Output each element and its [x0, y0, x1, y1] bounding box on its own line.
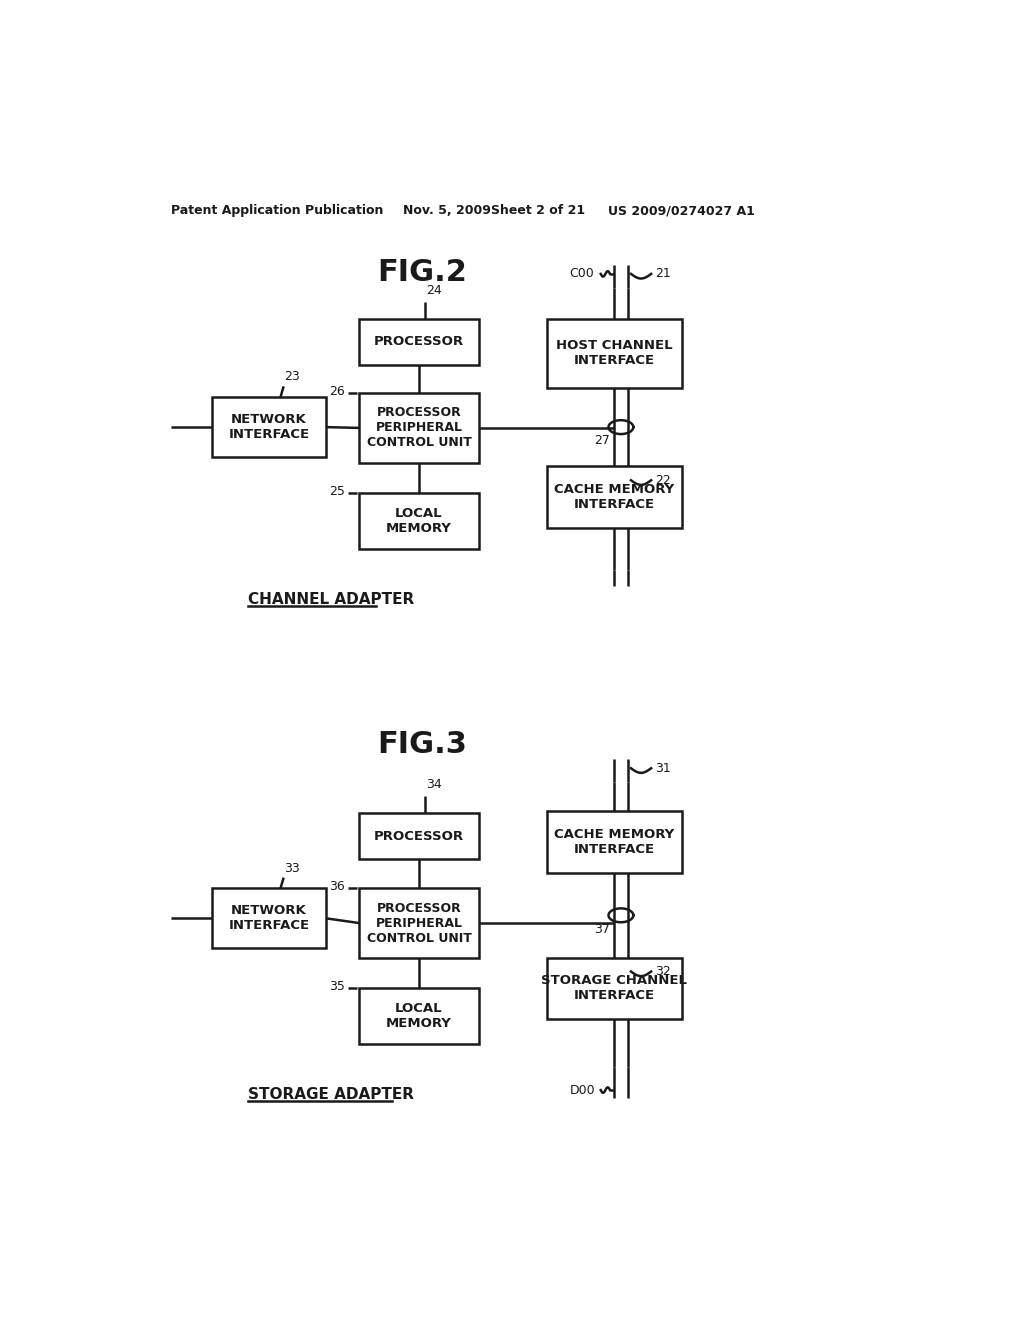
Text: CHANNEL ADAPTER: CHANNEL ADAPTER: [248, 593, 415, 607]
Text: 24: 24: [427, 284, 442, 297]
Text: 37: 37: [594, 923, 610, 936]
FancyBboxPatch shape: [359, 813, 479, 859]
Text: LOCAL
MEMORY: LOCAL MEMORY: [386, 1002, 452, 1030]
Text: NETWORK
INTERFACE: NETWORK INTERFACE: [228, 904, 309, 932]
Text: 31: 31: [655, 762, 671, 775]
Text: CACHE MEMORY
INTERFACE: CACHE MEMORY INTERFACE: [554, 483, 675, 511]
Text: LOCAL
MEMORY: LOCAL MEMORY: [386, 507, 452, 535]
Text: FIG.2: FIG.2: [378, 257, 467, 286]
FancyBboxPatch shape: [212, 397, 327, 457]
Text: 25: 25: [329, 486, 345, 499]
Text: 21: 21: [655, 268, 671, 280]
Text: C00: C00: [569, 268, 595, 280]
Text: 22: 22: [655, 474, 671, 487]
FancyBboxPatch shape: [359, 888, 479, 958]
Text: STORAGE CHANNEL
INTERFACE: STORAGE CHANNEL INTERFACE: [542, 974, 687, 1002]
FancyBboxPatch shape: [547, 466, 682, 528]
Text: 23: 23: [285, 370, 300, 383]
FancyBboxPatch shape: [547, 318, 682, 388]
Text: 32: 32: [655, 965, 671, 978]
Text: 27: 27: [594, 434, 610, 447]
Text: 36: 36: [330, 880, 345, 894]
Text: US 2009/0274027 A1: US 2009/0274027 A1: [608, 205, 756, 218]
Text: STORAGE ADAPTER: STORAGE ADAPTER: [248, 1088, 414, 1102]
Text: HOST CHANNEL
INTERFACE: HOST CHANNEL INTERFACE: [556, 339, 673, 367]
Text: 33: 33: [285, 862, 300, 874]
Text: 35: 35: [329, 981, 345, 994]
Text: PROCESSOR
PERIPHERAL
CONTROL UNIT: PROCESSOR PERIPHERAL CONTROL UNIT: [367, 902, 471, 945]
Text: D00: D00: [569, 1084, 595, 1097]
FancyBboxPatch shape: [359, 494, 479, 549]
FancyBboxPatch shape: [212, 888, 327, 948]
FancyBboxPatch shape: [359, 989, 479, 1044]
FancyBboxPatch shape: [547, 812, 682, 873]
Text: Sheet 2 of 21: Sheet 2 of 21: [490, 205, 585, 218]
Text: PROCESSOR: PROCESSOR: [374, 829, 464, 842]
FancyBboxPatch shape: [547, 958, 682, 1019]
Text: 34: 34: [427, 779, 442, 792]
Text: Patent Application Publication: Patent Application Publication: [171, 205, 383, 218]
Text: 26: 26: [330, 385, 345, 399]
Text: Nov. 5, 2009: Nov. 5, 2009: [403, 205, 490, 218]
Text: PROCESSOR
PERIPHERAL
CONTROL UNIT: PROCESSOR PERIPHERAL CONTROL UNIT: [367, 407, 471, 449]
FancyBboxPatch shape: [359, 318, 479, 364]
Text: FIG.3: FIG.3: [378, 730, 467, 759]
Text: PROCESSOR: PROCESSOR: [374, 335, 464, 348]
FancyBboxPatch shape: [359, 393, 479, 462]
Text: NETWORK
INTERFACE: NETWORK INTERFACE: [228, 413, 309, 441]
Text: CACHE MEMORY
INTERFACE: CACHE MEMORY INTERFACE: [554, 828, 675, 857]
